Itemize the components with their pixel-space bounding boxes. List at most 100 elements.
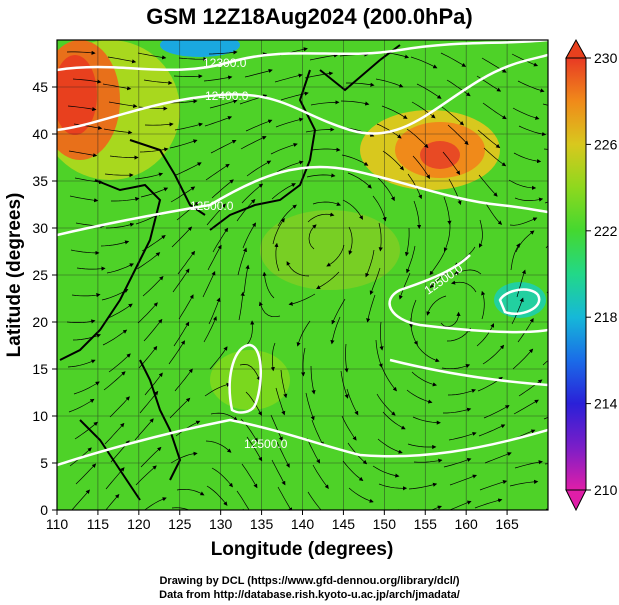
colorbar-ticks: 210 214 218 222 226 230 — [586, 50, 618, 498]
warm-patch-mid — [260, 210, 400, 290]
x-tick-label: 115 — [87, 516, 110, 532]
streamline — [241, 183, 264, 204]
streamline — [413, 458, 443, 463]
streamline — [275, 387, 286, 416]
streamline — [306, 173, 336, 178]
streamline — [240, 136, 267, 150]
streamline — [416, 344, 440, 363]
streamline — [448, 178, 462, 206]
y-tick-label: 35 — [32, 173, 48, 189]
streamline — [106, 263, 134, 274]
streamline — [210, 412, 238, 421]
y-tick-label: 20 — [32, 314, 48, 330]
streamline — [512, 348, 534, 370]
streamline — [446, 327, 472, 342]
streamline — [382, 150, 404, 171]
colorbar: 210 214 218 222 226 230 — [565, 38, 618, 512]
streamline — [346, 388, 359, 416]
streamline — [105, 222, 135, 229]
streamline — [296, 320, 311, 347]
streamline — [239, 364, 261, 381]
streamline — [366, 294, 376, 323]
streamline — [545, 245, 548, 249]
streamline — [513, 152, 542, 164]
streamline — [208, 297, 221, 325]
streamline — [103, 128, 133, 135]
streamline — [542, 360, 548, 366]
streamline — [173, 74, 203, 79]
streamline — [203, 316, 217, 343]
streamline — [74, 177, 104, 185]
x-tick-label: 140 — [291, 516, 315, 532]
streamline — [66, 319, 96, 324]
streamline — [516, 513, 544, 516]
streamline — [177, 250, 196, 275]
coastline-japan — [209, 69, 317, 231]
streamline — [301, 347, 306, 377]
streamline — [270, 142, 298, 155]
x-axis: 110 115 120 125 130 135 140 145 150 155 160 165 — [46, 510, 519, 532]
footer-credit-drawing: Drawing by DCL (https://www.gfd-dennou.o… — [159, 575, 460, 587]
streamline — [276, 160, 304, 173]
streamline — [311, 147, 341, 152]
streamline — [515, 230, 535, 253]
streamline — [483, 405, 510, 419]
contour-12500-south — [57, 418, 548, 467]
streamline — [205, 163, 230, 181]
streamline — [340, 370, 349, 399]
y-axis-label: Latitude (degrees) — [4, 193, 25, 358]
streamline — [346, 82, 375, 87]
streamline — [330, 316, 341, 345]
streamline — [514, 460, 543, 469]
streamline — [484, 201, 503, 225]
streamline — [144, 372, 163, 396]
streamline — [68, 150, 98, 158]
streamline — [244, 320, 255, 348]
x-tick-label: 145 — [332, 516, 356, 532]
streamline — [138, 345, 158, 369]
streamline — [442, 151, 461, 175]
streamline — [245, 119, 273, 132]
colorbar-tick-label: 222 — [594, 223, 618, 239]
x-tick-label: 155 — [414, 516, 438, 532]
streamline — [453, 269, 482, 275]
streamline — [209, 346, 228, 370]
streamline — [372, 195, 387, 222]
streamline — [365, 249, 375, 278]
streamline — [70, 249, 100, 255]
streamline — [236, 490, 250, 510]
contour-label: 12400.0 — [205, 89, 249, 103]
y-axis: 0 5 10 15 20 25 30 35 40 45 — [32, 79, 57, 518]
streamline — [478, 219, 483, 248]
streamline — [174, 122, 203, 131]
streamline — [514, 197, 544, 202]
streamline — [316, 271, 340, 290]
coastline-china — [59, 179, 162, 361]
height-contours — [57, 40, 548, 467]
streamline — [210, 139, 237, 154]
streamline — [448, 431, 477, 441]
streamline — [169, 139, 198, 149]
streamline — [341, 415, 357, 441]
streamline — [348, 487, 374, 503]
streamline — [176, 201, 200, 221]
streamline — [73, 381, 100, 395]
streamline — [137, 52, 167, 60]
streamline — [109, 396, 130, 418]
streamline — [142, 275, 164, 297]
streamline — [441, 364, 471, 370]
streamline — [340, 100, 370, 106]
streamline — [178, 294, 194, 320]
streamline — [171, 507, 190, 510]
streamline — [174, 368, 193, 392]
colorbar-tick-label: 218 — [594, 309, 618, 325]
streamline — [140, 446, 162, 468]
contour-label: 12500.0 — [244, 437, 288, 451]
streamline — [331, 298, 346, 325]
y-tick-label: 0 — [40, 502, 48, 518]
streamline — [76, 266, 106, 271]
streamline — [143, 79, 173, 85]
streamline — [508, 179, 537, 190]
streamline — [312, 464, 329, 489]
streamline — [75, 463, 97, 485]
